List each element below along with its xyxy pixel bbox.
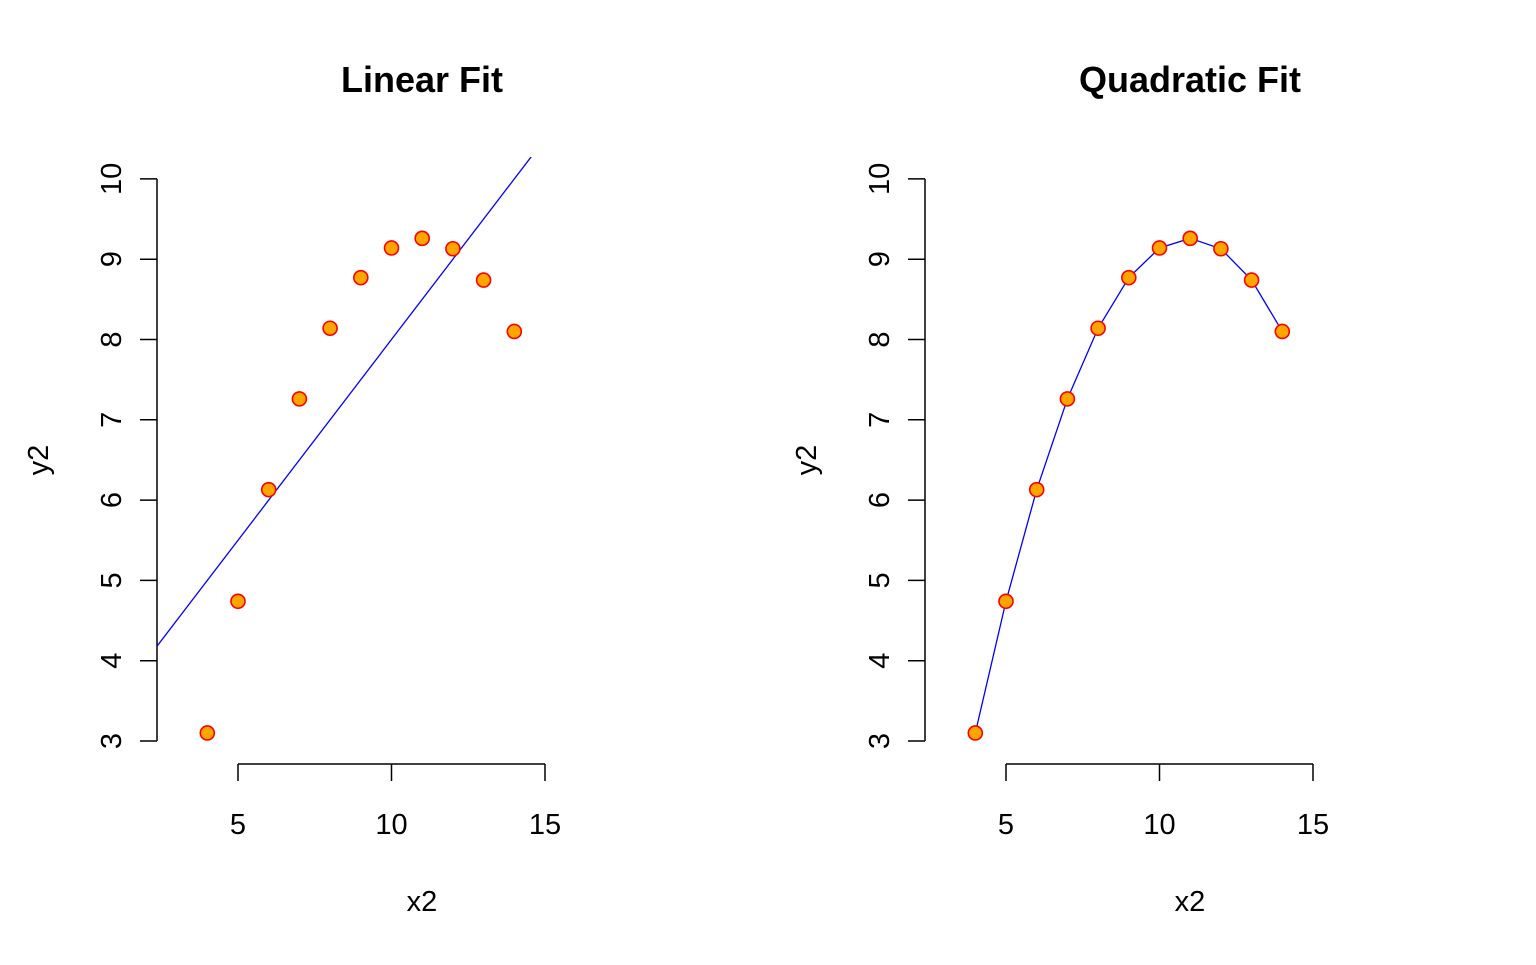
- y-tick-label: 9: [96, 251, 128, 267]
- x-axis-label: x2: [1175, 886, 1206, 918]
- y-tick-label: 3: [864, 733, 896, 749]
- panel-1: Linear Fit x2 y2 5 10 15 3 4 5 6 7 8 9 10: [23, 59, 561, 918]
- y-tick-label: 6: [96, 492, 128, 508]
- y-axis-label: y2: [791, 445, 823, 476]
- y-tick-label: 8: [864, 331, 896, 347]
- data-point: [383, 240, 400, 256]
- y-tick-label: 8: [96, 331, 128, 347]
- y-tick-label: 10: [96, 163, 128, 195]
- data-point: [260, 481, 277, 498]
- y-tick-label: 10: [864, 163, 896, 195]
- data-point: [1274, 323, 1291, 340]
- y-tick-label: 6: [864, 492, 896, 508]
- y-tick-label: 5: [864, 572, 896, 588]
- data-point: [475, 272, 492, 288]
- data-point: [1243, 272, 1260, 288]
- y-axis-label: y2: [23, 445, 55, 476]
- data-point: [230, 593, 246, 610]
- data-point: [1182, 230, 1198, 247]
- y-tick-label: 5: [96, 572, 128, 588]
- y-tick-label: 9: [864, 251, 896, 267]
- data-point: [1151, 240, 1168, 256]
- chart-title: Quadratic Fit: [1079, 59, 1301, 100]
- data-point: [967, 725, 984, 741]
- data-point: [1059, 391, 1076, 407]
- x-tick-label: 5: [998, 809, 1014, 841]
- y-tick-label: 4: [864, 653, 896, 669]
- x-tick-label: 10: [375, 809, 407, 841]
- data-point: [322, 320, 338, 337]
- chart-title: Linear Fit: [341, 59, 503, 100]
- panel-2: Quadratic Fit x2 y2 5 10 15 3 4 5 6 7 8 9 10: [791, 59, 1329, 918]
- data-point: [1028, 481, 1045, 498]
- y-tick-label: 7: [96, 412, 128, 428]
- x-tick-label: 15: [529, 809, 561, 841]
- regression-line: [157, 157, 532, 648]
- x-tick-label: 5: [230, 809, 246, 841]
- y-tick-label: 7: [864, 412, 896, 428]
- data-point: [506, 323, 523, 340]
- data-point: [1121, 269, 1137, 286]
- data-point: [445, 240, 461, 257]
- data-point: [352, 269, 369, 286]
- data-point: [199, 725, 216, 741]
- data-point: [1090, 320, 1106, 337]
- quadratic-fit-curve: [974, 237, 1283, 734]
- data-point: [998, 593, 1014, 610]
- x-axis-label: x2: [407, 886, 438, 918]
- x-tick-label: 15: [1297, 809, 1329, 841]
- data-point: [291, 391, 308, 407]
- data-point: [414, 230, 431, 247]
- y-tick-label: 3: [96, 733, 128, 749]
- x-tick-label: 10: [1143, 809, 1175, 841]
- y-tick-label: 4: [96, 653, 128, 669]
- data-point: [1213, 240, 1229, 257]
